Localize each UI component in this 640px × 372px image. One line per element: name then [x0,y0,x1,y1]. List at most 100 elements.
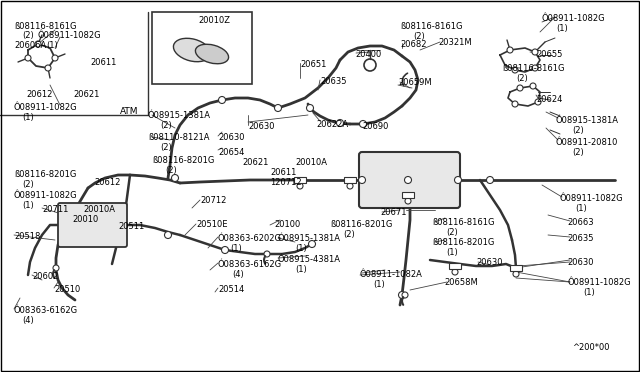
Circle shape [513,271,519,277]
Text: 20651: 20651 [300,60,326,69]
Text: (1): (1) [295,244,307,253]
Text: 20612: 20612 [94,178,120,187]
Text: (1): (1) [295,265,307,274]
Text: (2): (2) [516,74,528,83]
Text: 20602: 20602 [32,272,58,281]
Text: Ô08911-1082G: Ô08911-1082G [567,278,630,287]
Text: (2): (2) [446,228,458,237]
Circle shape [229,59,235,65]
Circle shape [454,176,461,183]
Circle shape [358,176,365,183]
Circle shape [486,176,493,183]
Text: 20514: 20514 [218,285,244,294]
Circle shape [264,251,270,257]
Text: (1): (1) [22,201,34,210]
Text: 20606A: 20606A [14,41,46,50]
Text: ß08116-8161G: ß08116-8161G [432,218,495,227]
Text: 20612: 20612 [26,90,52,99]
Circle shape [337,119,344,126]
FancyBboxPatch shape [58,203,127,247]
Text: 20510E: 20510E [196,220,227,229]
Circle shape [347,183,353,189]
Circle shape [297,183,303,189]
Text: 20671: 20671 [380,208,406,217]
Circle shape [405,198,411,204]
Text: 20630: 20630 [476,258,502,267]
Text: Ô08911-1082G: Ô08911-1082G [14,191,77,200]
Text: (1): (1) [575,204,587,213]
Text: Ô08911-1082G: Ô08911-1082G [542,14,605,23]
Circle shape [452,269,458,275]
Text: 20655: 20655 [536,50,563,59]
Circle shape [53,265,59,271]
Text: (2): (2) [22,180,34,189]
Circle shape [35,41,41,47]
Ellipse shape [195,44,228,64]
Text: 20010A: 20010A [295,158,327,167]
Circle shape [512,101,518,107]
Text: (1): (1) [446,248,458,257]
Text: Ó08915-1381A: Ó08915-1381A [278,234,341,243]
Circle shape [307,105,314,112]
Text: ß08116-8201G: ß08116-8201G [432,238,494,247]
Text: Ó08363-6162G: Ó08363-6162G [218,260,282,269]
Text: 20630: 20630 [567,258,593,267]
Bar [152,12,252,84]
Text: (2): (2) [343,230,355,239]
Text: 20010Z: 20010Z [198,16,230,25]
Bar [510,265,522,271]
Circle shape [221,247,228,253]
Circle shape [399,292,406,298]
Text: ß08116-8201G: ß08116-8201G [14,170,76,179]
Text: 20611: 20611 [270,168,296,177]
Text: 20622A: 20622A [316,120,348,129]
Circle shape [194,64,200,70]
Text: ^200*00: ^200*00 [573,343,610,352]
Text: (4): (4) [22,316,34,325]
Text: Ô08911-20810: Ô08911-20810 [556,138,618,147]
Text: 120712: 120712 [270,178,301,187]
Text: ß08116-8201G: ß08116-8201G [152,156,214,165]
Text: 20654: 20654 [218,148,244,157]
Text: Ó08915-4381A: Ó08915-4381A [278,255,341,264]
Text: ß08116-8201G: ß08116-8201G [330,220,392,229]
Text: 20400: 20400 [355,50,381,59]
Circle shape [164,231,172,238]
Text: (1): (1) [373,280,385,289]
Circle shape [530,83,536,89]
Text: 20511: 20511 [118,222,144,231]
Text: (2): (2) [160,143,172,152]
Text: Ô08911-1082A: Ô08911-1082A [360,270,423,279]
Text: 20010A: 20010A [83,205,115,214]
Text: (2): (2) [165,166,177,175]
Text: Ó08915-1381A: Ó08915-1381A [148,111,211,120]
Text: Ó08363-6202G: Ó08363-6202G [218,234,282,243]
Circle shape [402,292,408,298]
Text: Ó08363-6162G: Ó08363-6162G [14,306,78,315]
Text: (4): (4) [232,270,244,279]
Text: 20321M: 20321M [438,38,472,47]
Text: 20621: 20621 [242,158,268,167]
Circle shape [172,174,179,182]
Text: (1): (1) [22,113,34,122]
Circle shape [45,65,51,71]
Text: 20658M: 20658M [444,278,477,287]
Text: (1): (1) [583,288,595,297]
Circle shape [52,55,58,61]
Circle shape [517,85,523,91]
Text: 20630: 20630 [248,122,275,131]
Text: 20630: 20630 [218,133,244,142]
Circle shape [532,65,538,71]
Bar [402,192,414,198]
Text: (2): (2) [160,121,172,130]
Circle shape [171,41,177,47]
Circle shape [360,121,367,128]
Circle shape [275,105,282,112]
Circle shape [507,47,513,53]
Text: 20621: 20621 [73,90,99,99]
Circle shape [218,96,225,103]
Text: 20682: 20682 [400,40,426,49]
Bar [294,177,306,183]
Text: (1): (1) [556,24,568,33]
Text: 20518: 20518 [14,232,40,241]
